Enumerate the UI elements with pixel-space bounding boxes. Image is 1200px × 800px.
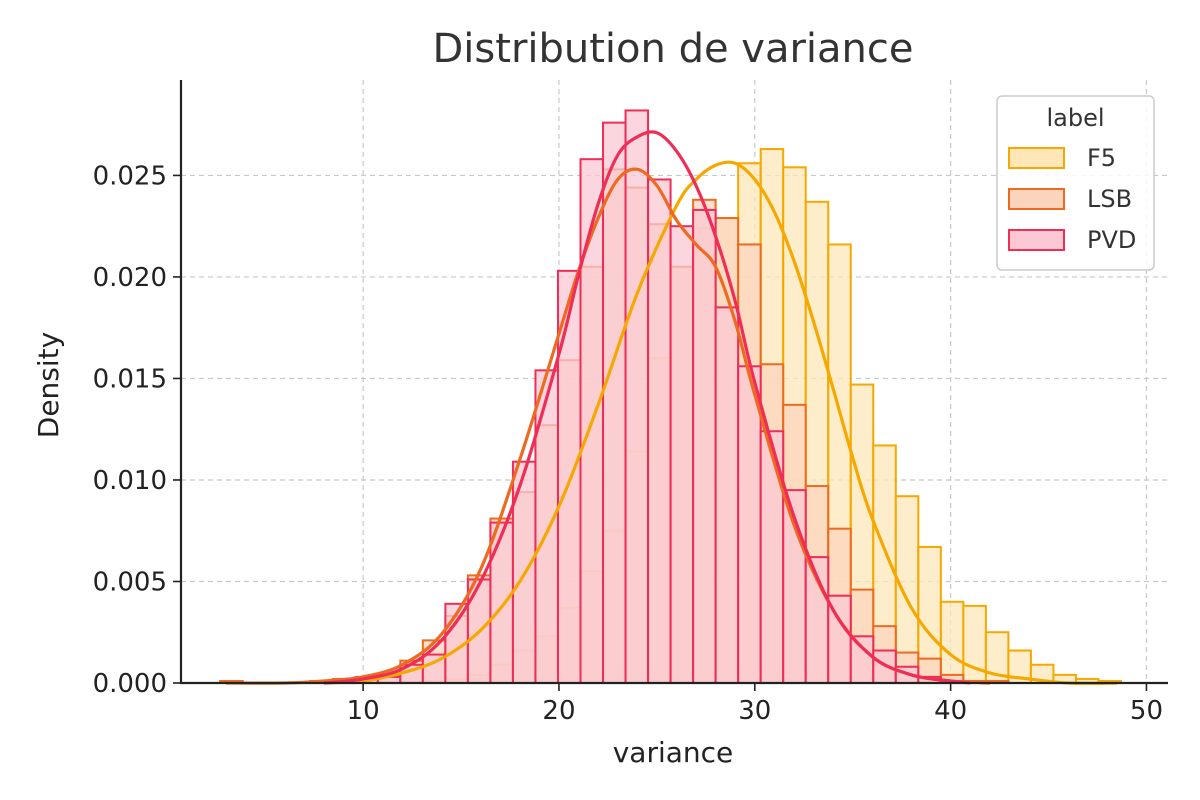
legend-swatch-f5 [1008,147,1065,169]
histogram-bar [737,365,762,684]
histogram-series-pvd [354,109,965,685]
legend-title: label [1046,104,1104,132]
kde-layer [226,130,1118,685]
histogram-bar [714,306,740,684]
legend-label-pvd: PVD [1087,226,1136,254]
histogram-bar [849,635,875,685]
x-tick-label: 40 [934,696,967,726]
y-tick-label: 0.015 [93,364,167,394]
legend-label-lsb: LSB [1087,185,1132,213]
y-tick-label: 0.000 [93,669,167,699]
y-tick-label: 0.010 [93,466,167,496]
legend-box [996,95,1155,271]
histogram-bar [669,225,695,684]
kde-line-f5 [323,160,1118,685]
histogram-bar [602,121,627,685]
histogram-bar [556,269,582,684]
x-tick-label: 10 [347,696,380,726]
legend-swatch-pvd [1008,229,1065,251]
histogram-bar [692,208,717,684]
kde-line-pvd [323,130,971,685]
legend: label F5 LSB PVD [996,95,1155,271]
y-tick-label: 0.020 [93,263,167,293]
x-axis-label: variance [613,736,734,769]
y-tick-label: 0.005 [93,567,167,597]
histogram-bar [624,109,650,685]
axes-layer: 10 20 30 40 50 0.000 0.005 0.010 0.015 0.020 0.025 [93,80,1168,726]
x-tick-label: 50 [1130,696,1163,726]
histogram-bar [872,649,897,684]
legend-swatch-lsb [1008,188,1065,210]
y-tick-label: 0.025 [93,161,167,191]
histogram-bar [489,521,514,685]
x-tick-label: 20 [542,696,575,726]
x-tick-label: 30 [738,696,771,726]
histogram-layer [219,109,1122,685]
histogram-bar [939,600,965,685]
legend-label-f5: F5 [1087,144,1116,172]
chart-title: Distribution de variance [433,26,914,72]
histogram-bar [534,369,559,684]
y-axis-label: Density [32,332,65,438]
